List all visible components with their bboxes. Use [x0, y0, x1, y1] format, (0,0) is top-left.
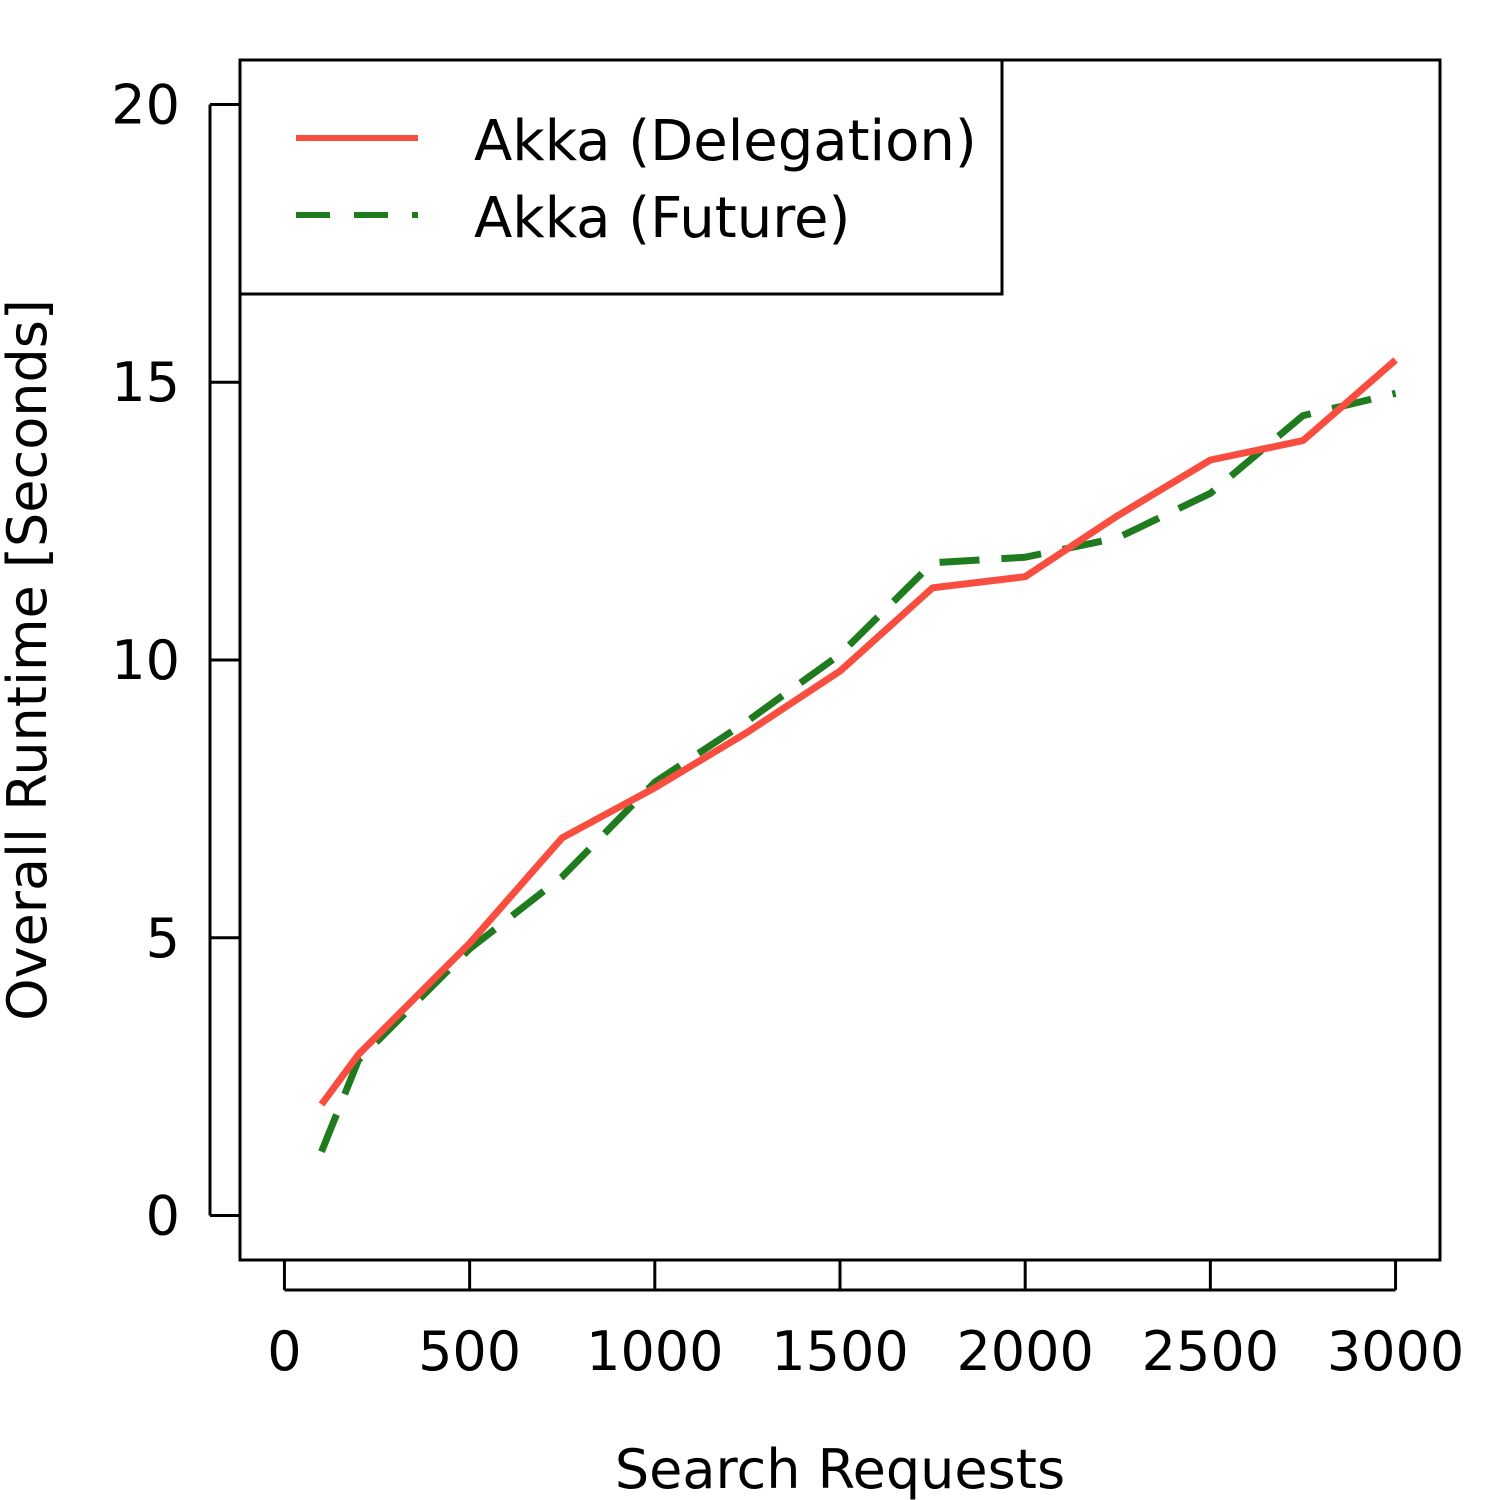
x-axis-title: Search Requests	[615, 1438, 1065, 1500]
x-tick-label: 3000	[1327, 1320, 1464, 1383]
x-tick-label: 2500	[1142, 1320, 1279, 1383]
y-tick-label: 20	[111, 73, 180, 136]
x-tick-label: 500	[418, 1320, 521, 1383]
y-tick-label: 15	[111, 351, 180, 414]
x-tick-label: 1500	[771, 1320, 908, 1383]
x-axis: 0 500 1000 1500 2000 2500 3000	[267, 1260, 1464, 1383]
y-axis: 0 5 10 15 20	[111, 73, 240, 1248]
legend-label-delegation: Akka (Delegation)	[474, 109, 977, 174]
y-tick-label: 5	[146, 907, 180, 970]
x-tick-label: 2000	[956, 1320, 1093, 1383]
x-tick-label: 0	[267, 1320, 301, 1383]
series-layer	[318, 357, 1398, 1154]
series-line-future	[318, 389, 1397, 1154]
y-tick-label: 0	[146, 1185, 180, 1248]
x-tick-label: 1000	[586, 1320, 723, 1383]
legend: Akka (Delegation) Akka (Future)	[238, 58, 1004, 296]
y-tick-label: 10	[111, 629, 180, 692]
legend-label-future: Akka (Future)	[474, 186, 850, 251]
legend-box	[238, 58, 1004, 296]
y-axis-title: Overall Runtime [Seconds]	[0, 299, 59, 1021]
